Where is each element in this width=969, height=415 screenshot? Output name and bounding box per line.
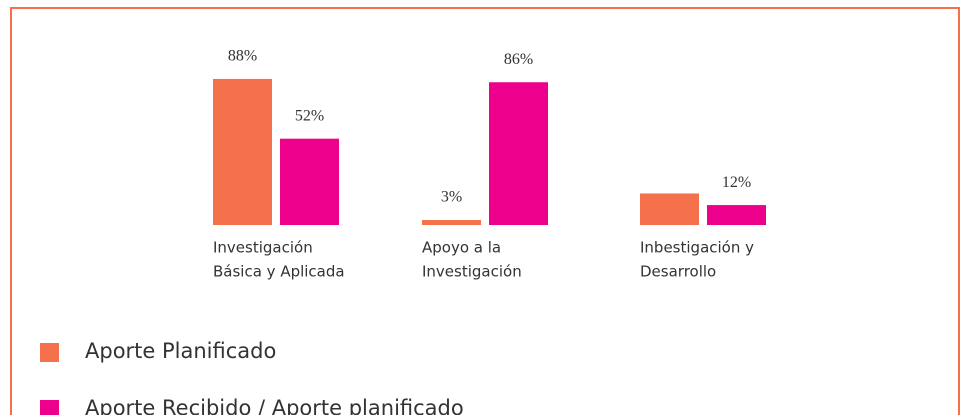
legend-label: Aporte Recibido / Aporte planificado	[85, 396, 464, 415]
category-label: Básica y Aplicada	[213, 263, 345, 281]
legend-swatch	[40, 343, 59, 362]
legend-swatch	[40, 400, 59, 415]
bar	[640, 193, 699, 225]
category-label: Apoyo a la	[422, 239, 501, 257]
value-label: 3%	[441, 189, 462, 206]
frame	[10, 7, 960, 415]
category-label: Desarrollo	[640, 263, 716, 281]
value-label: 12%	[722, 174, 751, 191]
legend-label: Aporte Planificado	[85, 339, 276, 363]
value-label: 52%	[295, 107, 324, 124]
bar	[489, 82, 548, 226]
bar	[422, 220, 481, 225]
category-label: Investigación	[422, 263, 522, 281]
bar	[280, 138, 339, 225]
value-label: 88%	[228, 48, 257, 65]
bar	[707, 205, 766, 225]
value-label: 86%	[504, 51, 533, 68]
category-label: Inbestigación y	[640, 239, 754, 257]
category-label: Investigación	[213, 239, 313, 257]
bar	[213, 78, 272, 225]
